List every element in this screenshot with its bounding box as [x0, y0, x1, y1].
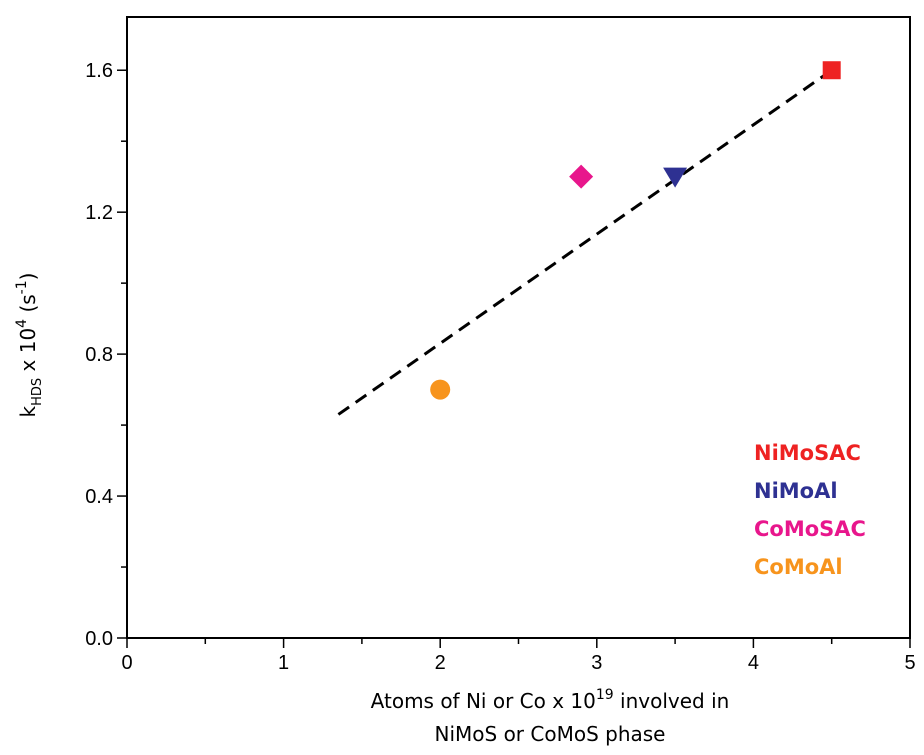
square-marker-NiMoSAC — [823, 61, 841, 79]
plot-frame — [127, 17, 910, 638]
y-tick-label: 0.4 — [85, 486, 113, 508]
legend-entry-CoMoSAC: CoMoSAC — [754, 517, 866, 541]
legend-entry-CoMoAl: CoMoAl — [754, 555, 843, 579]
y-tick-label: 1.6 — [85, 60, 113, 82]
y-tick-label: 1.2 — [85, 202, 113, 224]
y-tick-label: 0.8 — [85, 344, 113, 366]
x-tick-label: 2 — [435, 652, 446, 674]
legend-entry-NiMoSAC: NiMoSAC — [754, 441, 861, 465]
x-axis-title-line1: Atoms of Ni or Co x 1019 involved in — [371, 687, 730, 713]
x-tick-label: 3 — [591, 652, 602, 674]
y-axis-title: kHDS x 104 (s-1) — [14, 273, 45, 418]
x-tick-label: 1 — [278, 652, 289, 674]
legend: NiMoSAC NiMoAl CoMoSAC CoMoAl — [754, 441, 866, 579]
y-tick-label: 0.0 — [85, 628, 113, 650]
data-points — [430, 61, 841, 399]
x-tick-label: 5 — [904, 652, 915, 674]
x-tick-labels: 0 1 2 3 4 5 — [121, 652, 915, 674]
x-axis-title-line2: NiMoS or CoMoS phase — [435, 722, 666, 746]
x-tick-label: 0 — [121, 652, 132, 674]
legend-entry-NiMoAl: NiMoAl — [754, 479, 838, 503]
circle-marker-CoMoAl — [430, 380, 450, 400]
trend-line — [338, 70, 831, 414]
x-tick-label: 4 — [748, 652, 759, 674]
diamond-marker-CoMoSAC — [569, 165, 593, 189]
y-tick-labels: 0.0 0.4 0.8 1.2 1.6 — [85, 60, 113, 650]
